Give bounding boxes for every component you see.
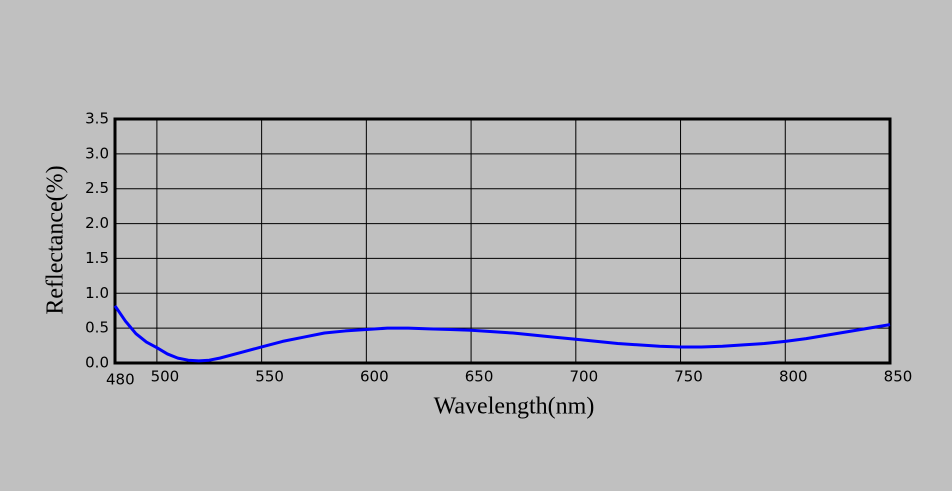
y-axis-title: Reflectance(%) (43, 165, 69, 314)
y-tick-label: 3.5 (85, 110, 109, 128)
x-tick-label: 500 (151, 368, 180, 386)
y-tick-label: 2.5 (85, 179, 109, 197)
x-tick-label: 600 (360, 368, 389, 386)
x-tick-label: 700 (569, 368, 598, 386)
plot-border (113, 117, 892, 365)
x-tick-label: 480 (106, 371, 135, 389)
y-tick-label: 0.5 (85, 319, 109, 337)
x-tick-label: 750 (674, 368, 703, 386)
y-tick-label: 1.5 (85, 249, 109, 267)
y-tick-label: 1.0 (85, 284, 109, 302)
y-tick-label: 2.0 (85, 214, 109, 232)
x-tick-label: 550 (255, 368, 284, 386)
x-tick-label: 650 (465, 368, 494, 386)
y-tick-label: 3.0 (85, 144, 109, 162)
x-tick-label: 800 (779, 368, 808, 386)
x-axis-title: Wavelength(nm) (434, 394, 595, 420)
x-tick-label: 850 (884, 368, 913, 386)
data-line (113, 304, 891, 363)
y-tick-label: 0.0 (85, 354, 109, 372)
